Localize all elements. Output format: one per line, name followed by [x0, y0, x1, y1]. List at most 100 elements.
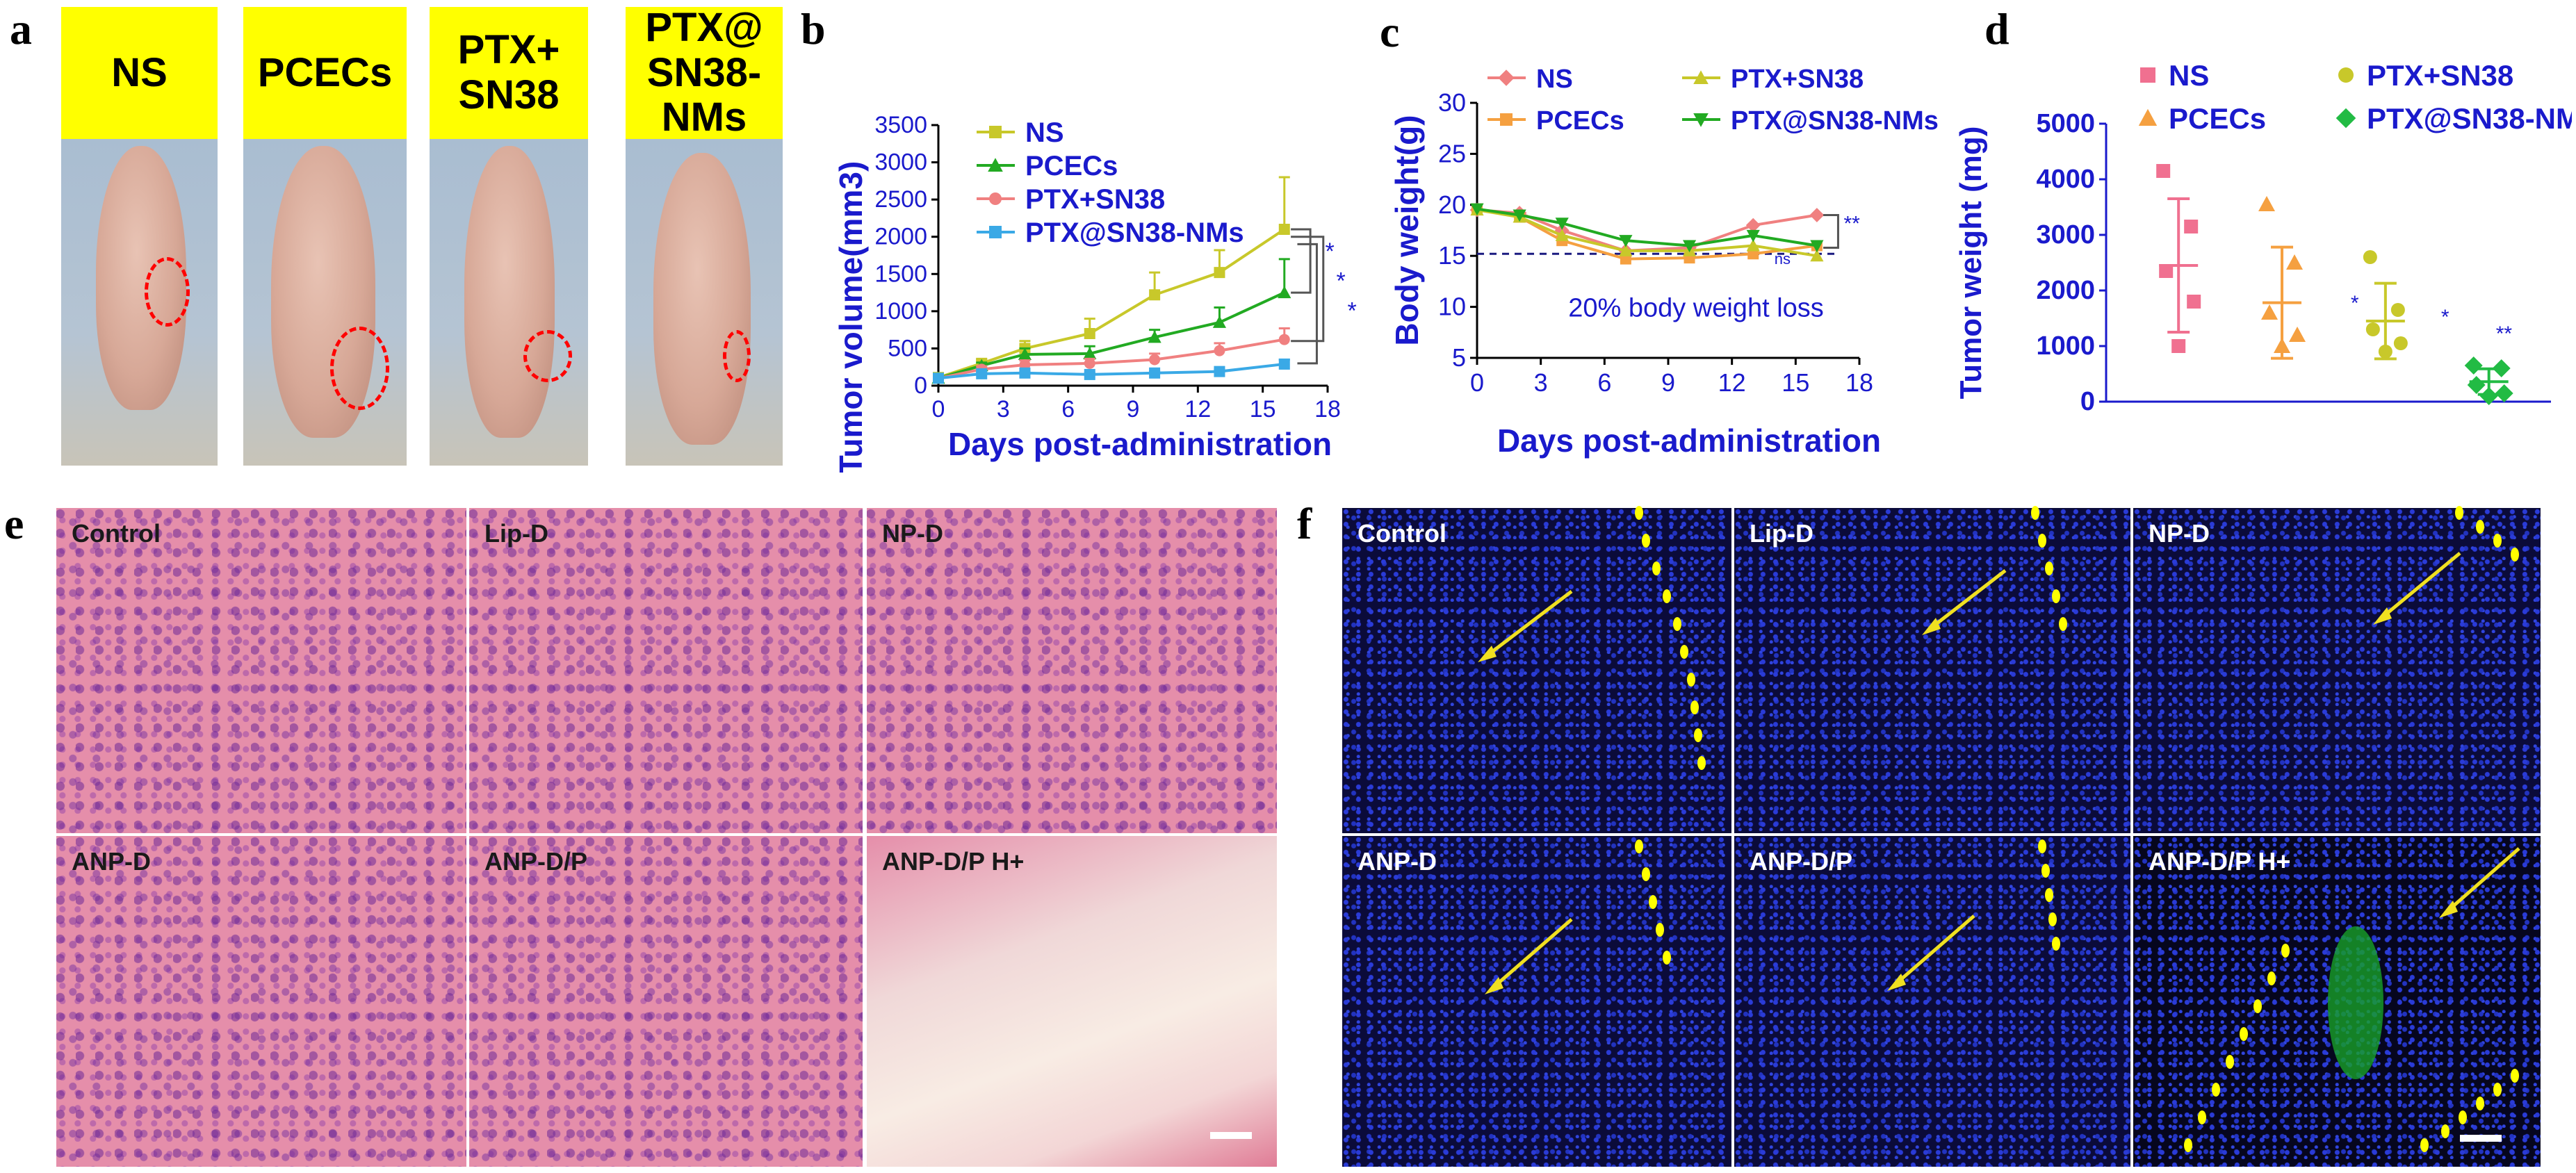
data-point	[2467, 376, 2486, 394]
data-point	[2258, 196, 2276, 211]
data-point	[1214, 366, 1225, 377]
data-point	[1148, 330, 1161, 343]
data-point	[2286, 254, 2304, 270]
y-tick-label: 2500	[874, 186, 927, 213]
series-line	[1476, 207, 1818, 247]
legend-label: NS	[1536, 65, 1573, 94]
group-header-ptx-sn38: PTX+ SN38	[430, 7, 588, 139]
boundary-dot	[2441, 1124, 2449, 1138]
x-tick-label: 12	[1718, 368, 1746, 397]
fl-panel-anp-d: ANP-D	[1340, 834, 1734, 1169]
y-tick-label: 500	[888, 335, 927, 361]
arrow-icon	[1927, 569, 2007, 631]
boundary-dot	[2511, 548, 2519, 561]
boundary-dot	[2226, 1055, 2234, 1069]
y-axis-label: Tumor weight (mg)	[1954, 126, 1988, 400]
y-tick-label: 30	[1438, 88, 1466, 117]
sig-star: **	[1843, 213, 1860, 236]
y-tick-label: 20	[1438, 190, 1466, 219]
panel-text: NP-D	[882, 519, 943, 548]
arrow-icon	[1490, 918, 1573, 990]
arrow-icon	[2445, 847, 2520, 914]
mouse-photo-pcecs	[243, 139, 407, 466]
data-point	[1619, 244, 1633, 256]
boundary-dot	[2476, 1097, 2484, 1110]
data-point	[1555, 218, 1569, 230]
y-axis-label: Tumor volume(mm3)	[833, 161, 869, 473]
x-tick-label: 6	[1597, 368, 1611, 397]
sig-star: *	[1325, 238, 1334, 265]
he-panel-anp-d: ANP-D	[54, 834, 468, 1169]
x-tick-label: 0	[1470, 368, 1484, 397]
chart-body-weight: 5 10 15 20 25 30 0 3 6 9 12 15 18 Days post-administr…	[1389, 65, 1939, 459]
data-point	[1809, 208, 1825, 222]
chart-tumor-volume: 0 500 1000 1500 2000 2500 3000 3500 0 3 6 9 12 15 18 Da…	[833, 112, 1357, 473]
data-point	[1083, 347, 1097, 359]
y-tick-label: 1000	[874, 298, 927, 325]
arrow-icon	[1893, 914, 1975, 987]
fl-panel-np-d: NP-D	[2131, 506, 2543, 835]
y-tick-label: 15	[1438, 241, 1466, 270]
y-tick-label: 0	[914, 372, 927, 399]
sig-star: *	[2441, 306, 2449, 329]
legend-label: PCECs	[1536, 106, 1624, 136]
legend-marker	[1500, 113, 1513, 126]
group-header-ns: NS	[61, 7, 218, 139]
y-tick-label: 1000	[2036, 331, 2095, 361]
boundary-dot	[2253, 999, 2262, 1013]
arrow-head-icon	[2439, 901, 2458, 918]
boundary-dot	[1656, 923, 1664, 937]
data-point	[2492, 359, 2511, 377]
data-point	[1214, 267, 1225, 279]
panel-text: ANP-D/P H+	[882, 847, 1025, 876]
data-point	[2393, 336, 2408, 350]
data-point	[2365, 322, 2380, 336]
x-tick-label: 9	[1661, 368, 1675, 397]
green-signal	[2328, 926, 2383, 1079]
legend-marker	[1498, 69, 1515, 86]
data-point	[1214, 345, 1225, 356]
tumor-marker	[523, 330, 572, 382]
legend-label: PTX@SN38-NMs	[2367, 102, 2572, 135]
panel-text: NP-D	[2149, 519, 2210, 548]
legend-label: PTX@SN38-NMs	[1731, 106, 1939, 136]
boundary-dot	[2048, 912, 2057, 926]
data-point	[2184, 220, 2199, 233]
panel-text: ANP-D/P H+	[2149, 847, 2291, 876]
data-point	[1682, 240, 1697, 253]
boundary-dot	[2240, 1027, 2248, 1041]
boundary-dot	[2038, 534, 2046, 548]
fl-panel-control: Control	[1340, 506, 1734, 835]
legend-label: PTX+SN38	[2367, 59, 2513, 92]
boundary-dot	[1635, 839, 1643, 853]
arrow-head-icon	[1922, 618, 1941, 635]
panel-label-a: a	[10, 4, 32, 54]
mouse-photo-ptx-sn38-nms	[626, 139, 783, 466]
he-panel-control: Control	[54, 506, 468, 835]
fl-panel-anp-d-p: ANP-D/P	[1732, 834, 2133, 1169]
boundary-dot	[2493, 1083, 2502, 1097]
boundary-dot	[2459, 1110, 2467, 1124]
boundary-dot	[1663, 589, 1671, 603]
data-point	[2289, 327, 2306, 342]
x-tick-label: 12	[1184, 396, 1211, 423]
data-point	[1278, 224, 1290, 235]
x-tick-label: 18	[1845, 368, 1873, 397]
fl-panel-lip-d: Lip-D	[1732, 506, 2133, 835]
data-point	[1555, 229, 1569, 241]
data-point	[1278, 286, 1291, 299]
data-point	[1810, 249, 1824, 262]
x-tick-label: 9	[1127, 396, 1140, 423]
y-axis-label: Body weight(g)	[1389, 115, 1425, 345]
legend-marker	[989, 226, 1002, 238]
sig-ns: ns	[1775, 250, 1791, 268]
y-tick-label: 10	[1438, 293, 1466, 321]
data-point	[2171, 339, 2186, 353]
x-tick-label: 6	[1061, 396, 1075, 423]
data-point	[1018, 347, 1032, 360]
x-tick-label: 3	[1534, 368, 1548, 397]
y-tick-label: 25	[1438, 139, 1466, 167]
panel-text: ANP-D/P	[484, 847, 588, 876]
legend-marker	[2338, 67, 2354, 83]
boundary-dot	[1694, 728, 1702, 742]
